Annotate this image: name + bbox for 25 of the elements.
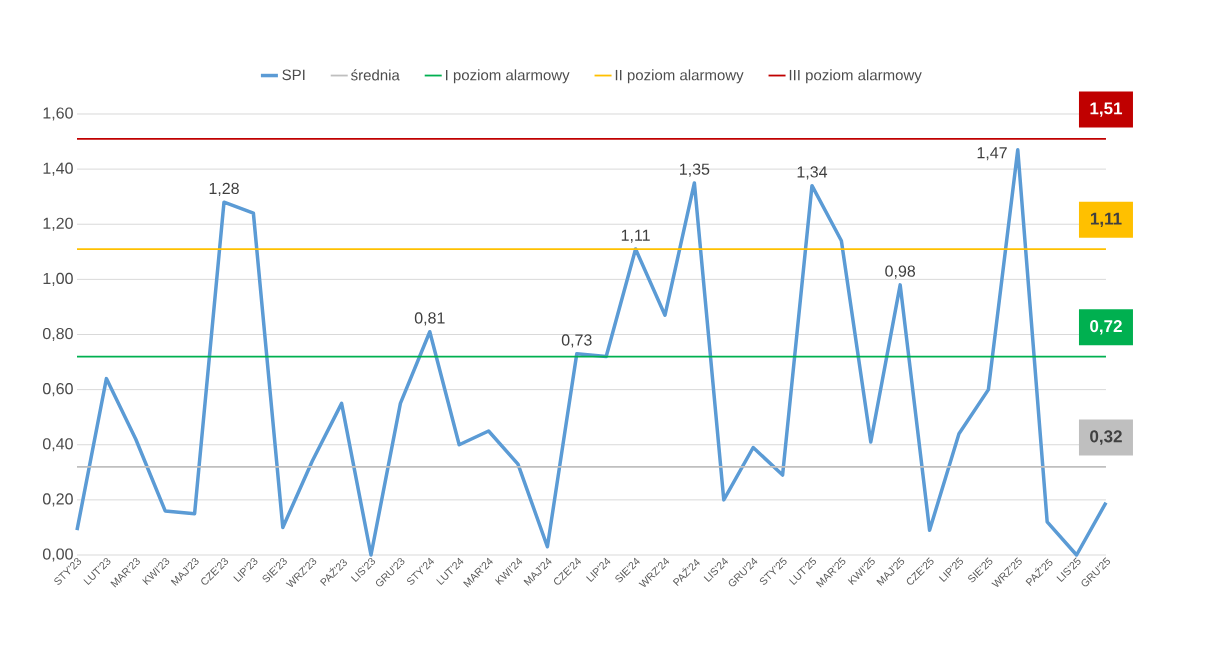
data-label: 0,81 bbox=[414, 312, 445, 326]
legend-label: III poziom alarmowy bbox=[789, 69, 922, 84]
y-tick-label: 1,20 bbox=[43, 217, 73, 231]
y-tick-label: 0,40 bbox=[42, 438, 73, 452]
data-label: 1,35 bbox=[680, 163, 710, 177]
data-label: 0,32 bbox=[1090, 430, 1122, 445]
data-label: 0,98 bbox=[885, 265, 916, 279]
data-label: 1,34 bbox=[797, 166, 828, 180]
y-tick-label: 1,60 bbox=[43, 107, 73, 121]
data-label: 1,28 bbox=[209, 182, 239, 196]
data-label: 0,73 bbox=[561, 334, 592, 348]
data-label: 1,11 bbox=[1090, 212, 1122, 228]
y-tick-label: 0,20 bbox=[42, 493, 73, 507]
data-label: 1,51 bbox=[1090, 102, 1123, 117]
legend-label: I poziom alarmowy bbox=[446, 69, 570, 84]
y-tick-label: 0,60 bbox=[42, 383, 73, 397]
data-label: 0,72 bbox=[1090, 320, 1122, 335]
y-tick-label: 1,00 bbox=[43, 272, 73, 286]
data-label: 1,47 bbox=[977, 147, 1007, 161]
legend-label: SPI bbox=[282, 69, 305, 81]
y-tick-label: 0,80 bbox=[42, 327, 73, 342]
y-tick-label: 1,40 bbox=[43, 162, 73, 176]
data-label: 1,11 bbox=[621, 229, 650, 243]
legend-label: średnia bbox=[351, 69, 400, 81]
legend-label: II poziom alarmowy bbox=[615, 69, 744, 84]
